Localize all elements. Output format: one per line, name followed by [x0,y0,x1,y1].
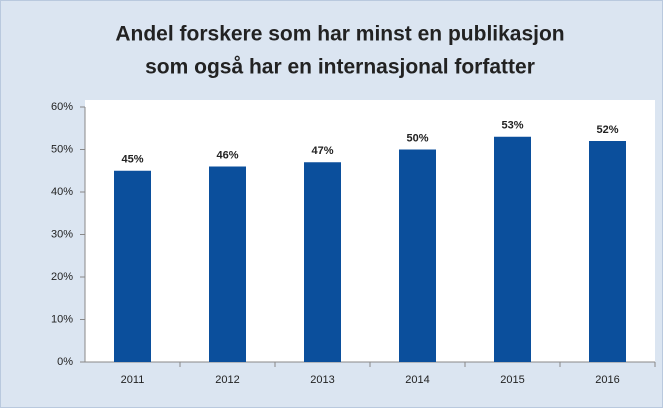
bar [399,149,436,362]
y-tick-label: 40% [51,186,73,198]
value-label: 53% [501,120,523,132]
value-label: 45% [121,154,143,166]
x-tick-label: 2012 [215,374,239,386]
x-tick-label: 2011 [121,374,145,386]
y-tick-label: 60% [51,101,73,113]
x-tick-label: 2014 [405,374,429,386]
bar [114,170,151,362]
y-tick-label: 50% [51,143,73,155]
bar [494,136,531,362]
y-tick-label: 10% [51,313,73,325]
y-tick-label: 20% [51,271,73,283]
x-tick-label: 2016 [595,374,619,386]
chart-title: Andel forskere som har minst en publikas… [115,23,564,46]
bar [304,162,341,362]
chart-title: som også har en internasjonal forfatter [145,56,535,79]
value-label: 46% [216,149,238,161]
y-tick-label: 0% [57,356,73,368]
x-tick-label: 2013 [310,374,334,386]
value-label: 50% [406,132,428,144]
value-label: 47% [311,145,333,157]
plot-area [85,100,655,362]
bar [589,141,626,362]
y-tick-label: 30% [51,228,73,240]
x-tick-label: 2015 [500,374,524,386]
value-label: 52% [596,124,618,136]
bar [209,166,246,362]
